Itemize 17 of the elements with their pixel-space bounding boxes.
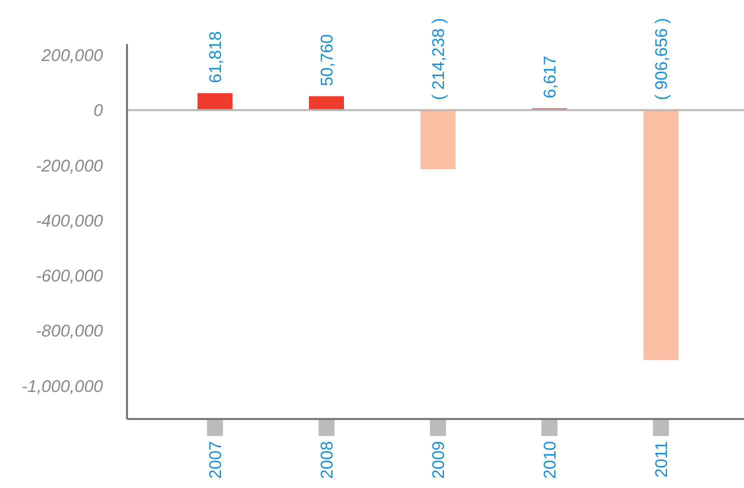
y-tick-label: -200,000 [36, 156, 104, 176]
data-label: 61,818 [206, 31, 225, 84]
y-tick-label: -400,000 [36, 211, 104, 230]
x-tick-label: 2008 [318, 441, 336, 479]
y-tick-label: -800,000 [36, 322, 104, 341]
data-label: ( 906,656 ) [652, 18, 671, 100]
x-tick-label: 2009 [429, 441, 448, 479]
data-label: 6,617 [540, 56, 560, 98]
y-tick-label: 200,000 [40, 46, 104, 65]
x-tick-label: 2010 [540, 441, 560, 479]
data-label: 50,760 [318, 34, 336, 86]
x-tick-label: 2011 [652, 441, 671, 478]
y-tick-label: 0 [94, 101, 104, 120]
y-tick-label: -600,000 [36, 266, 104, 286]
x-tick-label: 2007 [206, 441, 225, 479]
y-tick-label: -1,000,000 [22, 376, 104, 396]
data-label: ( 214,238 ) [429, 18, 448, 100]
